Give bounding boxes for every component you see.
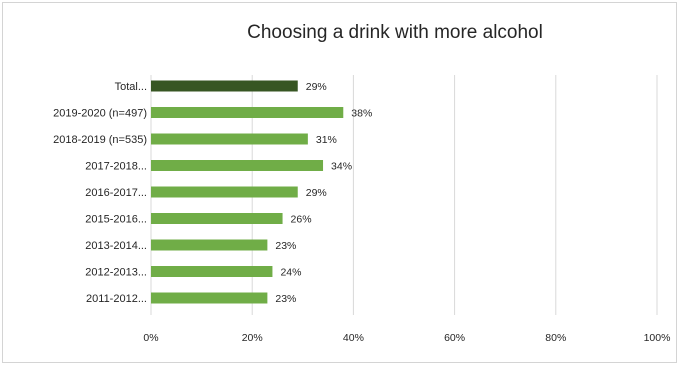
- x-tick-label: 80%: [545, 332, 566, 344]
- data-label: 23%: [275, 240, 296, 252]
- bar: [151, 266, 273, 277]
- data-label: 31%: [316, 134, 337, 146]
- category-label: 2015-2016...: [85, 214, 147, 226]
- bar: [151, 80, 298, 92]
- x-tick-label: 0%: [143, 332, 158, 344]
- bar: [151, 292, 268, 304]
- data-label: 29%: [306, 81, 327, 93]
- data-label: 29%: [306, 187, 327, 199]
- bar: [151, 160, 324, 171]
- data-label: 34%: [331, 161, 352, 173]
- data-label: 23%: [275, 293, 296, 305]
- category-label: Total...: [115, 81, 147, 93]
- category-label: 2016-2017...: [85, 187, 147, 199]
- bar: [151, 213, 283, 224]
- bar-chart: Choosing a drink with more alcohol 0% 20%…: [53, 22, 670, 344]
- x-tick-label: 40%: [343, 332, 364, 344]
- bar: [151, 186, 298, 198]
- data-label: 38%: [351, 108, 372, 120]
- category-label: 2013-2014...: [85, 240, 147, 252]
- data-label: 26%: [291, 214, 312, 226]
- bar: [151, 239, 268, 251]
- x-tick-label: 60%: [444, 332, 465, 344]
- x-tick-label: 100%: [644, 332, 671, 344]
- category-label: 2012-2013...: [85, 267, 147, 279]
- category-label: 2019-2020 (n=497): [53, 108, 147, 120]
- bar: [151, 107, 344, 118]
- category-label: 2018-2019 (n=535): [53, 134, 147, 146]
- data-label: 24%: [280, 267, 301, 279]
- x-axis-ticks: 0% 20% 40% 60% 80% 100%: [143, 332, 670, 344]
- chart-title: Choosing a drink with more alcohol: [247, 22, 543, 43]
- x-tick-label: 20%: [242, 332, 263, 344]
- bar: [151, 133, 308, 145]
- category-label: 2017-2018...: [85, 161, 147, 173]
- category-label: 2011-2012...: [86, 293, 147, 305]
- category-labels: Total... 2019-2020 (n=497) 2018-2019 (n=53…: [53, 81, 147, 305]
- data-labels: 29% 38% 31% 34% 29% 26% 23% 24% 23%: [275, 81, 372, 305]
- bars: [151, 80, 344, 304]
